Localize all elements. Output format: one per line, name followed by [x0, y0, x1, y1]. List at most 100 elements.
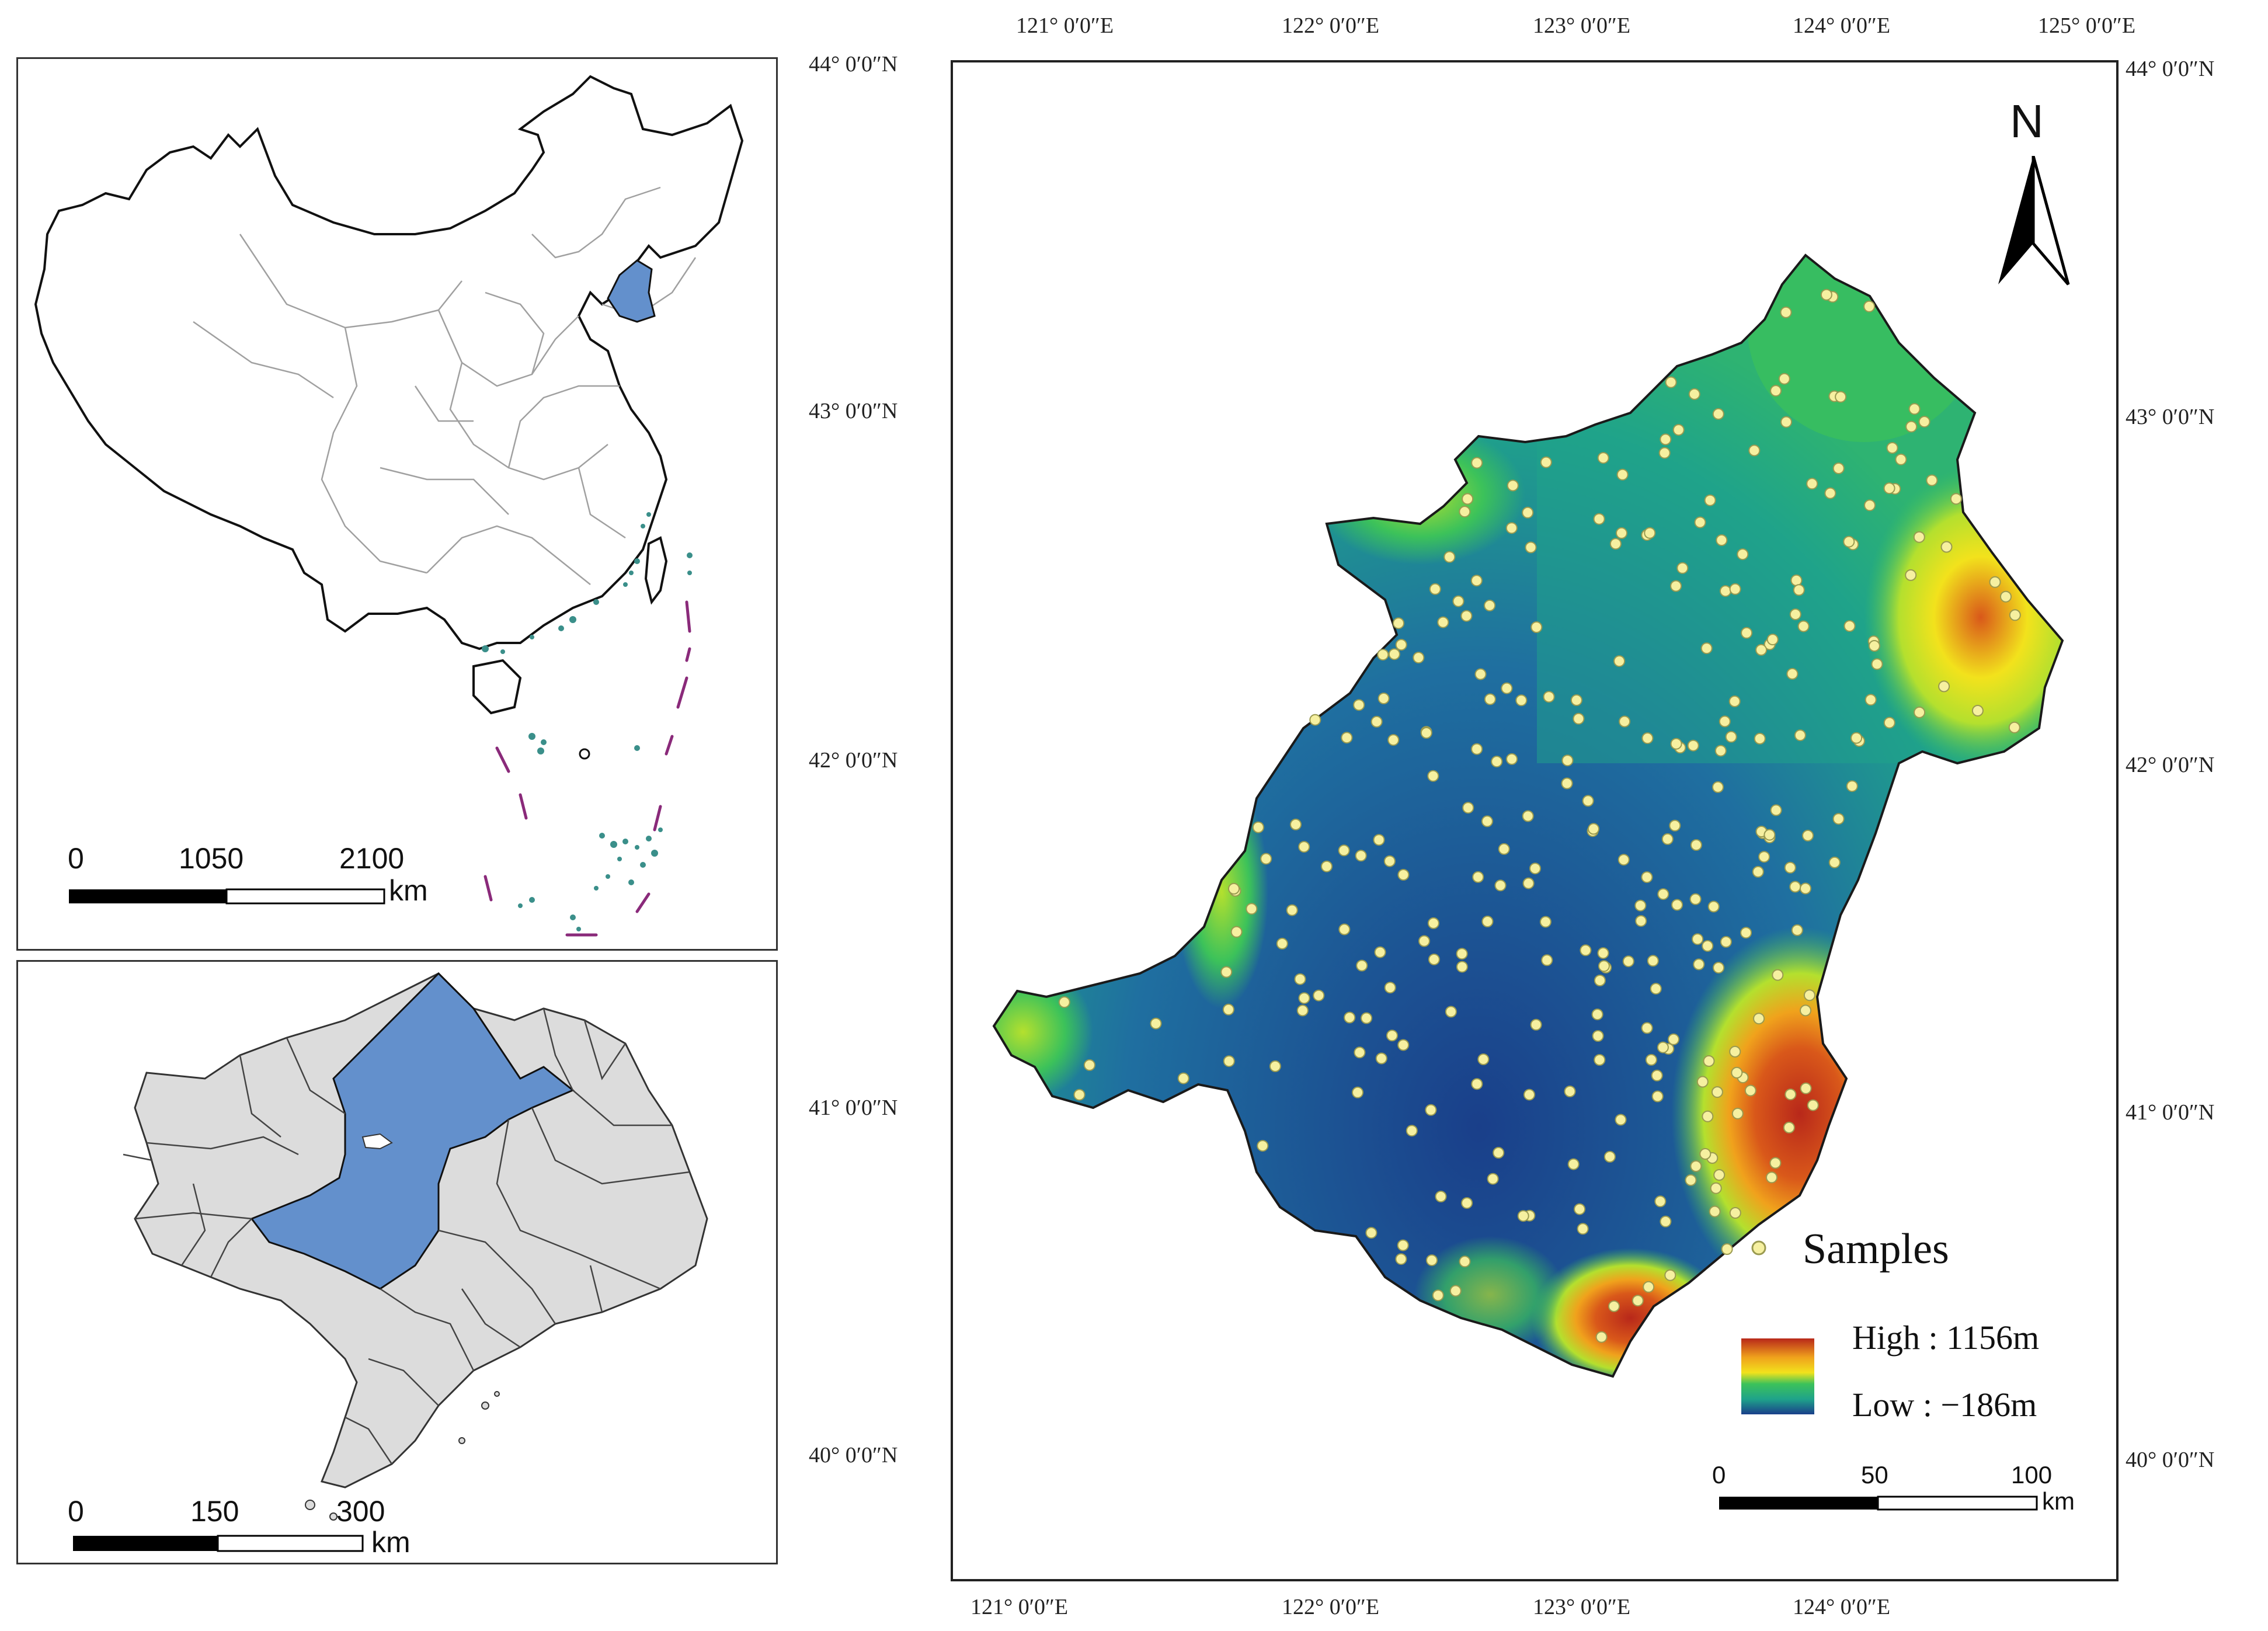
- sample-point: [1298, 841, 1310, 853]
- sample-point: [1806, 478, 1818, 490]
- sample-point: [1617, 854, 1630, 866]
- sample-point: [1354, 1046, 1366, 1059]
- sample-point: [1484, 693, 1496, 705]
- top-lon-label: 122° 0′0″E: [1282, 13, 1380, 38]
- sample-point: [1644, 527, 1656, 539]
- sample-point: [1222, 1003, 1234, 1016]
- sample-point: [1670, 738, 1682, 750]
- sample-point: [1883, 482, 1895, 495]
- left-lat-label: 43° 0′0″N: [809, 399, 898, 423]
- top-lon-label: 124° 0′0″E: [1793, 13, 1891, 38]
- sample-point: [1564, 1086, 1576, 1097]
- sample-point: [1688, 388, 1700, 400]
- sample-point: [1647, 955, 1659, 967]
- sample-point: [1459, 1256, 1471, 1268]
- sample-point: [1709, 1205, 1721, 1218]
- sample-point: [1696, 1076, 1709, 1088]
- main-scale-label-2: 100: [2011, 1461, 2053, 1489]
- study-area-elevation-map: N Samples High : 1156m Low : −186m 0 50 …: [951, 60, 2119, 1581]
- south-sea-islands: [518, 733, 663, 931]
- north-label: N: [2010, 95, 2044, 147]
- sample-point: [1506, 753, 1518, 765]
- sample-point: [1597, 947, 1609, 959]
- sample-point: [1791, 924, 1803, 936]
- sample-point: [1540, 456, 1552, 468]
- sample-point: [1766, 1171, 1777, 1184]
- sample-point: [1669, 819, 1681, 832]
- sample-point: [1720, 936, 1732, 948]
- sample-point: [1594, 975, 1606, 986]
- taiwan-outline: [644, 536, 668, 605]
- sample-point: [1570, 694, 1582, 706]
- sample-point: [1665, 376, 1677, 388]
- sample-point: [1580, 944, 1592, 957]
- sample-point: [1863, 300, 1876, 312]
- sample-point: [1338, 923, 1351, 936]
- sample-point: [1541, 954, 1553, 966]
- sample-point: [1384, 982, 1396, 994]
- sample-point: [1058, 996, 1070, 1008]
- sample-point: [1437, 616, 1449, 628]
- sample-point: [1676, 562, 1689, 574]
- sample-point: [1780, 306, 1792, 318]
- china-scale-label-2: 2100: [339, 842, 405, 875]
- sample-point: [1786, 667, 1799, 680]
- sample-point: [1828, 856, 1841, 868]
- sample-point: [1690, 839, 1702, 851]
- top-lon-label: 125° 0′0″E: [2038, 13, 2136, 38]
- sample-point: [1802, 829, 1814, 841]
- sample-point: [1374, 946, 1386, 958]
- sample-point: [1660, 1215, 1672, 1227]
- county-boundaries: [123, 1008, 690, 1465]
- left-lat-label: 44° 0′0″N: [809, 52, 898, 76]
- sample-point: [1498, 843, 1510, 855]
- sample-point: [1748, 444, 1761, 457]
- sample-point: [1373, 834, 1385, 846]
- sample-point: [1800, 1004, 1811, 1017]
- sample-point: [1341, 732, 1353, 744]
- sample-point: [1824, 487, 1836, 499]
- sample-point: [1477, 1053, 1490, 1065]
- sample-point: [1517, 1210, 1529, 1222]
- sample-point: [1474, 668, 1487, 680]
- coastal-islands-liaoning: [305, 1391, 500, 1521]
- sample-point: [1494, 879, 1507, 892]
- sample-point: [1592, 1030, 1604, 1042]
- sample-point: [2008, 721, 2020, 733]
- sample-point: [1918, 416, 1930, 428]
- sample-point: [1573, 712, 1585, 725]
- sample-point: [1594, 1054, 1606, 1066]
- sample-point: [1426, 1254, 1438, 1267]
- samples-legend-icon: [1751, 1240, 1766, 1256]
- sample-point: [1370, 715, 1383, 728]
- sample-point: [1228, 882, 1240, 895]
- sample-point: [1654, 1195, 1667, 1208]
- sample-point: [1574, 1203, 1586, 1215]
- sample-point: [1712, 408, 1724, 420]
- sample-point: [1276, 937, 1288, 950]
- sample-point: [1487, 1173, 1499, 1185]
- sample-point: [1763, 829, 1776, 841]
- sample-point: [1657, 1041, 1669, 1053]
- sample-point: [1523, 1089, 1535, 1101]
- sample-point: [1445, 1006, 1457, 1018]
- sample-point: [1905, 420, 1918, 433]
- sample-point: [1770, 804, 1782, 816]
- sample-point: [1886, 442, 1898, 454]
- sample-point: [1744, 1084, 1756, 1097]
- sample-point: [1700, 642, 1713, 655]
- sample-point: [1883, 717, 1895, 729]
- sample-point: [1313, 989, 1325, 1001]
- sample-point: [1803, 989, 1815, 1001]
- sample-point: [1714, 745, 1727, 757]
- sample-point: [1754, 732, 1766, 745]
- sample-point: [1783, 1121, 1795, 1133]
- right-lat-label: 44° 0′0″N: [2126, 57, 2215, 81]
- sample-point: [1406, 1125, 1418, 1137]
- liaoning-scale-label-1: 150: [190, 1495, 239, 1528]
- sample-point: [1462, 802, 1474, 814]
- sample-point: [1397, 1239, 1409, 1251]
- sample-point: [1365, 1227, 1378, 1239]
- sample-point: [1286, 904, 1298, 916]
- sample-point: [1687, 739, 1699, 752]
